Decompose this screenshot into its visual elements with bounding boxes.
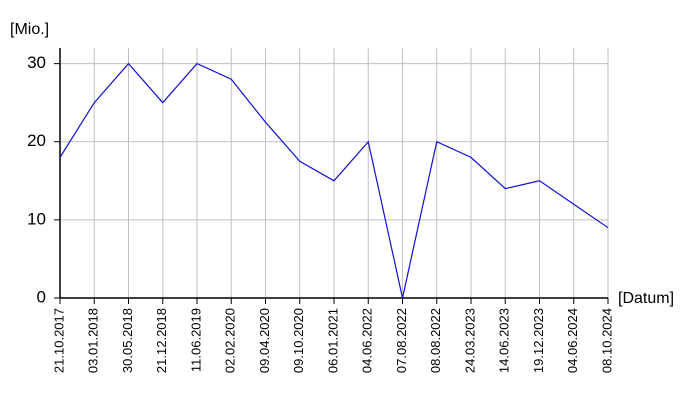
x-tick-label: 14.06.2023 (497, 308, 512, 373)
x-tick-label: 11.06.2019 (188, 308, 203, 372)
x-tick-label: 08.08.2022 (428, 308, 443, 373)
x-tick-label: 08.10.2024 (599, 308, 614, 373)
x-tick-label: 21.12.2018 (154, 308, 169, 373)
x-tick-label: 04.06.2022 (360, 308, 375, 373)
x-tick-label: 04.06.2024 (565, 308, 580, 373)
x-tick-label: 24.03.2023 (462, 308, 477, 373)
y-tick-label: 0 (37, 287, 46, 306)
x-tick-label: 09.04.2020 (257, 308, 272, 373)
y-tick-label: 20 (27, 131, 46, 150)
data-line (59, 62, 609, 299)
x-axis-label: [Datum] (618, 290, 674, 307)
x-tick-label: 06.01.2021 (325, 308, 340, 373)
x-tick-label: 19.12.2023 (531, 308, 546, 373)
x-tick-label: 30.05.2018 (120, 308, 135, 373)
y-tick-label: 30 (27, 53, 46, 72)
x-tick-label: 03.01.2018 (86, 308, 101, 373)
x-tick-label: 09.10.2020 (291, 308, 306, 373)
x-tick-label: 02.02.2020 (223, 308, 238, 373)
y-tick-label: 10 (27, 209, 46, 228)
y-axis-label: [Mio.] (10, 21, 49, 38)
x-tick-label: 07.08.2022 (394, 308, 409, 373)
x-tick-label: 21.10.2017 (51, 308, 66, 373)
